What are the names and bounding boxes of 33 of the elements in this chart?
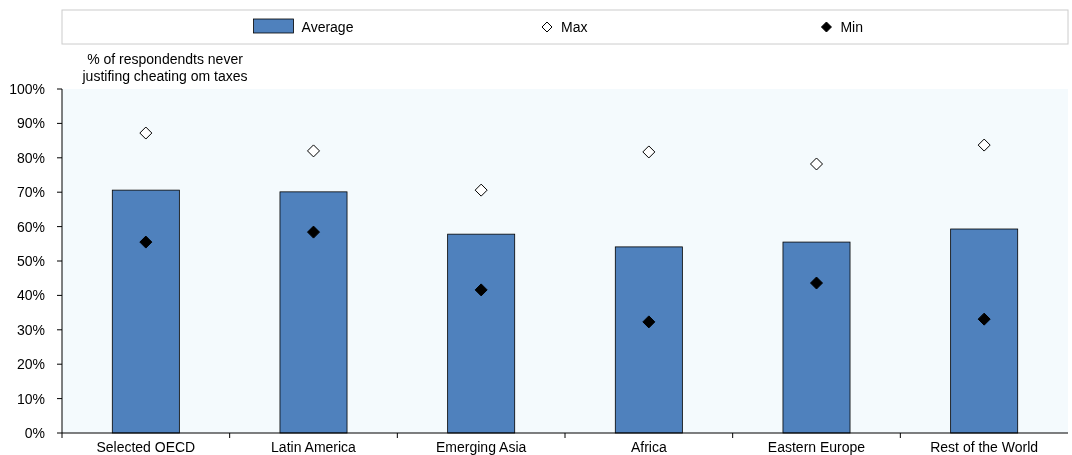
y-tick-label: 30% xyxy=(16,321,45,338)
y-axis-title: % of respondendts never justifing cheating om taxes xyxy=(81,51,248,84)
point xyxy=(977,138,991,152)
x-tick-label: Selected OECD xyxy=(96,439,196,455)
point xyxy=(307,225,320,239)
point xyxy=(642,145,656,159)
y-tick-label: 80% xyxy=(16,149,45,166)
point xyxy=(977,312,991,326)
y-tick-label: 100% xyxy=(9,81,45,97)
x-tick-label: Latin America xyxy=(271,439,357,455)
y-tick-label: 10% xyxy=(16,390,45,407)
y-tick-label: 40% xyxy=(16,287,45,304)
y-tick-label: 90% xyxy=(16,115,45,132)
x-tick-label: Africa xyxy=(630,439,667,455)
point xyxy=(139,235,153,249)
point xyxy=(474,183,488,197)
y-tick-label: 20% xyxy=(16,356,45,373)
legend-label: Min xyxy=(840,19,864,35)
point xyxy=(474,283,488,297)
legend-label: Average xyxy=(301,19,354,35)
y-tick-label: 70% xyxy=(16,184,45,201)
y-tick-label: 0% xyxy=(24,425,45,441)
x-tick-label: Eastern Europe xyxy=(767,439,866,455)
point xyxy=(810,157,823,171)
x-tick-label: Emerging Asia xyxy=(436,439,527,455)
point xyxy=(810,276,823,290)
legend-label: Max xyxy=(561,19,588,35)
y-tick-label: 60% xyxy=(16,218,45,235)
point xyxy=(139,126,153,140)
x-tick-label: Rest of the World xyxy=(930,439,1039,455)
point xyxy=(307,144,320,158)
point xyxy=(642,315,656,329)
y-tick-label: 50% xyxy=(16,253,45,269)
